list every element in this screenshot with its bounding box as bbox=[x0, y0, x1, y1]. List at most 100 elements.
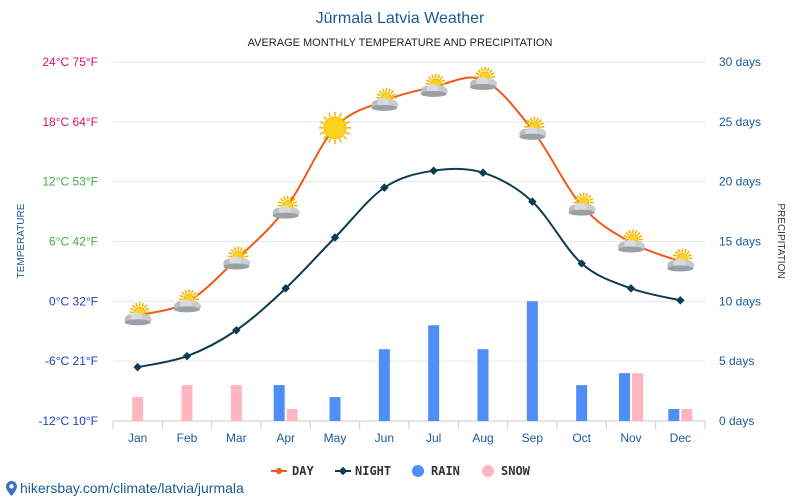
y-tick-label-right: 30 days bbox=[719, 55, 761, 69]
sun-ray bbox=[387, 88, 391, 93]
sun-ray bbox=[539, 122, 544, 126]
snow-bar bbox=[181, 385, 193, 421]
night-point bbox=[478, 168, 488, 177]
night-point bbox=[133, 362, 142, 372]
sun-ray bbox=[278, 201, 283, 205]
rain-bar bbox=[378, 349, 390, 421]
legend-item-day: DAY bbox=[271, 464, 314, 478]
sun-ray bbox=[289, 196, 293, 201]
night-point bbox=[577, 259, 586, 268]
night-point bbox=[182, 351, 192, 361]
y-tick-label-left: -6°C 21°F bbox=[45, 354, 98, 368]
sun-ray bbox=[280, 197, 284, 202]
snow-bar bbox=[632, 373, 643, 421]
x-tick-label: May bbox=[324, 431, 347, 445]
sun-ray bbox=[576, 194, 580, 199]
weather-icons bbox=[124, 66, 695, 326]
site-url: hikersbay.com/climate/latvia/jurmala bbox=[20, 480, 244, 496]
night-line bbox=[137, 167, 681, 369]
legend-marker bbox=[338, 466, 348, 476]
sun-ray bbox=[190, 289, 194, 295]
sun-ray bbox=[636, 231, 641, 236]
legend-label: DAY bbox=[292, 464, 314, 478]
sun-ray bbox=[328, 112, 332, 118]
y-axis-right-label: PRECIPITATION bbox=[775, 203, 786, 278]
sun-ray bbox=[426, 79, 431, 83]
sun-ray bbox=[228, 251, 234, 255]
legend-label: RAIN bbox=[431, 464, 460, 478]
sun-ray bbox=[345, 131, 351, 135]
cloud-part bbox=[371, 104, 398, 111]
sun-ray bbox=[194, 294, 199, 298]
legend-label: NIGHT bbox=[355, 464, 391, 478]
rain-bar bbox=[619, 373, 630, 421]
sun-ray bbox=[230, 248, 235, 253]
x-tick-label: Oct bbox=[572, 431, 591, 445]
sun-ray bbox=[239, 246, 243, 252]
cloud-part bbox=[223, 263, 250, 270]
sun-ray bbox=[319, 131, 325, 135]
x-tick-label: Jan bbox=[128, 431, 147, 445]
night-point bbox=[380, 183, 389, 192]
y-tick-label-left: 24°C 75°F bbox=[42, 55, 98, 69]
precipitation-bars bbox=[132, 301, 693, 421]
sun-ray bbox=[628, 229, 632, 235]
night-point bbox=[232, 326, 241, 335]
rain-bar bbox=[428, 325, 440, 421]
sun-ray bbox=[328, 138, 332, 143]
snow-bar bbox=[681, 409, 693, 421]
y-tick-label-right: 0 days bbox=[719, 414, 754, 428]
x-tick-label: Mar bbox=[226, 431, 247, 445]
y-tick-label-left: 0°C 32°F bbox=[49, 294, 98, 308]
sun-ray bbox=[192, 291, 197, 296]
sun-ray bbox=[585, 193, 589, 198]
rain-bar bbox=[668, 409, 680, 421]
night-point bbox=[281, 284, 290, 293]
sun-ray bbox=[342, 135, 347, 140]
sun-ray bbox=[683, 248, 687, 254]
sun-ray bbox=[378, 90, 383, 95]
right-axis: 30 days 25 days 20 days 15 days 10 days 5 day… bbox=[719, 55, 761, 428]
sun-ray bbox=[623, 234, 628, 238]
sun-ray bbox=[488, 69, 493, 74]
night-point bbox=[330, 233, 340, 242]
rain-bar bbox=[477, 349, 489, 421]
snow-bar bbox=[286, 409, 298, 421]
sun-ray bbox=[292, 201, 298, 205]
sun-ray bbox=[181, 291, 186, 296]
site-link[interactable]: hikersbay.com/climate/latvia/jurmala bbox=[6, 480, 244, 496]
sun-ray bbox=[323, 115, 328, 120]
sun-ray bbox=[135, 302, 139, 308]
y-tick-label-left: 12°C 53°F bbox=[42, 175, 98, 189]
y-tick-label-left: 18°C 64°F bbox=[42, 115, 98, 129]
sun-ray bbox=[345, 120, 351, 124]
cloud-part bbox=[568, 209, 595, 216]
left-axis: 24°C 75°F 18°C 64°F 12°C 53°F 6°C 42°F 0°C 3… bbox=[38, 55, 98, 428]
y-tick-label-right: 15 days bbox=[719, 235, 761, 249]
sun-ray bbox=[524, 122, 530, 126]
cloud-part bbox=[519, 133, 546, 140]
x-tick-label: Apr bbox=[276, 431, 295, 445]
night-point bbox=[429, 166, 438, 175]
chart-subtitle: AVERAGE MONTHLY TEMPERATURE AND PRECIPIT… bbox=[248, 37, 553, 49]
cloud-sun-icon bbox=[272, 195, 300, 219]
legend: DAY NIGHT RAIN SNOW bbox=[271, 464, 531, 478]
sun-ray bbox=[130, 307, 135, 311]
sun-ray bbox=[625, 231, 630, 236]
legend-label: SNOW bbox=[501, 464, 531, 478]
sun-ray bbox=[674, 250, 679, 255]
y-axis-left-label: TEMPERATURE bbox=[16, 203, 27, 278]
sun-ray bbox=[184, 289, 188, 295]
sun-ray bbox=[526, 119, 531, 124]
cloud-part bbox=[618, 246, 644, 253]
sun-ray bbox=[677, 248, 681, 254]
y-tick-label-right: 5 days bbox=[719, 354, 754, 368]
cloud-part bbox=[174, 306, 200, 313]
x-tick-label: Feb bbox=[177, 431, 198, 445]
night-point bbox=[626, 284, 636, 293]
sun-ray bbox=[579, 193, 583, 198]
x-tick-label: Aug bbox=[472, 431, 493, 445]
cloud-sun-icon bbox=[470, 66, 497, 90]
cloud-sun-icon bbox=[568, 192, 596, 216]
sun-ray bbox=[132, 304, 136, 309]
